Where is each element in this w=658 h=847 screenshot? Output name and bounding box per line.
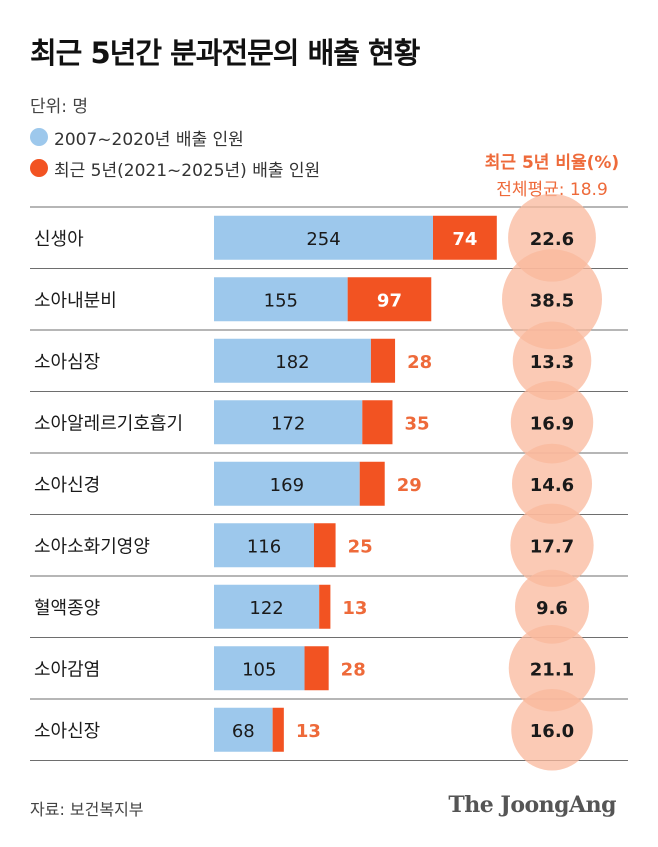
bar-past	[214, 277, 348, 322]
bar-past	[214, 707, 273, 752]
bar-recent-value-label: 13	[342, 598, 367, 619]
bar-recent	[370, 338, 396, 383]
publisher-logo: The JoongAng	[448, 792, 616, 818]
category-label: 소아신경	[34, 475, 100, 496]
chart-title: 최근 5년간 분과전문의 배출 현황	[30, 36, 420, 70]
category-label: 소아심장	[34, 352, 100, 373]
ratio-value-label: 16.0	[530, 721, 574, 742]
legend-label-past: 2007~2020년 배출 인원	[54, 129, 244, 150]
legend-item-recent: 최근 5년(2021~2025년) 배출 인원	[30, 157, 321, 181]
bar-recent	[314, 523, 336, 568]
bar-recent	[362, 400, 393, 445]
bar-recent	[304, 646, 329, 691]
ratio-average: 전체평균: 18.9	[496, 180, 608, 200]
bar-past	[214, 584, 320, 629]
source-note: 자료: 보건복지부	[30, 800, 144, 819]
ratio-circle	[508, 625, 596, 712]
category-label: 혈액종양	[34, 598, 100, 619]
ratio-value-label: 38.5	[530, 290, 574, 311]
category-label: 신생아	[34, 229, 84, 250]
bar-past-value-label: 254	[306, 229, 340, 250]
bar-past-value-label: 155	[264, 290, 298, 311]
category-label: 소아신장	[34, 721, 100, 742]
ratio-value-label: 21.1	[530, 659, 574, 680]
ratio-circle	[515, 569, 589, 644]
legend-label-recent: 최근 5년(2021~2025년) 배출 인원	[54, 160, 321, 181]
category-label: 소아내분비	[34, 290, 117, 311]
ratio-value-label: 16.9	[530, 413, 574, 434]
ratio-column-title: 최근 5년 비율(%)	[484, 153, 620, 173]
category-label: 소아감염	[34, 659, 100, 680]
bar-past-value-label: 116	[247, 536, 281, 557]
ratio-circle	[510, 503, 594, 587]
ratio-circle	[511, 443, 593, 524]
bar-recent	[433, 215, 497, 260]
bar-recent-value-label: 13	[296, 721, 321, 742]
bar-recent-value-label: 35	[404, 413, 429, 434]
bar-recent	[272, 707, 284, 752]
category-label: 소아알레르기호흡기	[34, 413, 183, 434]
bar-past-value-label: 122	[249, 598, 283, 619]
ratio-circle	[502, 249, 602, 350]
ratio-value-label: 13.3	[530, 352, 574, 373]
legend-swatch-recent	[30, 159, 48, 177]
ratio-value-label: 9.6	[536, 598, 568, 619]
bar-past	[214, 523, 315, 568]
bar-past	[214, 400, 363, 445]
bar-past-value-label: 172	[271, 413, 305, 434]
bar-recent-value-label: 97	[377, 290, 402, 311]
bar-recent	[347, 277, 432, 322]
bar-recent-value-label: 28	[341, 659, 366, 680]
bar-recent	[359, 461, 385, 506]
bar-recent-value-label: 25	[348, 536, 373, 557]
legend-item-past: 2007~2020년 배출 인원	[30, 126, 244, 150]
bar-past-value-label: 105	[242, 659, 276, 680]
bar-past	[214, 461, 360, 506]
ratio-value-label: 22.6	[530, 229, 574, 250]
bar-recent-value-label: 28	[407, 352, 432, 373]
bar-past	[214, 215, 433, 260]
category-label: 소아소화기영양	[34, 536, 150, 557]
ratio-value-label: 17.7	[530, 536, 574, 557]
bar-recent-value-label: 74	[452, 229, 477, 250]
bar-past	[214, 338, 371, 383]
ratio-value-label: 14.6	[530, 475, 574, 496]
bar-recent-value-label: 29	[397, 475, 422, 496]
ratio-circle	[511, 688, 593, 771]
bar-past	[214, 646, 305, 691]
bar-recent	[319, 584, 331, 629]
bar-past-value-label: 68	[232, 721, 255, 742]
unit-label: 단위: 명	[30, 97, 89, 117]
ratio-circle	[510, 381, 594, 464]
ratio-circle	[512, 321, 592, 401]
legend-swatch-past	[30, 128, 48, 146]
bar-past-value-label: 182	[275, 352, 309, 373]
bar-past-value-label: 169	[270, 475, 304, 496]
